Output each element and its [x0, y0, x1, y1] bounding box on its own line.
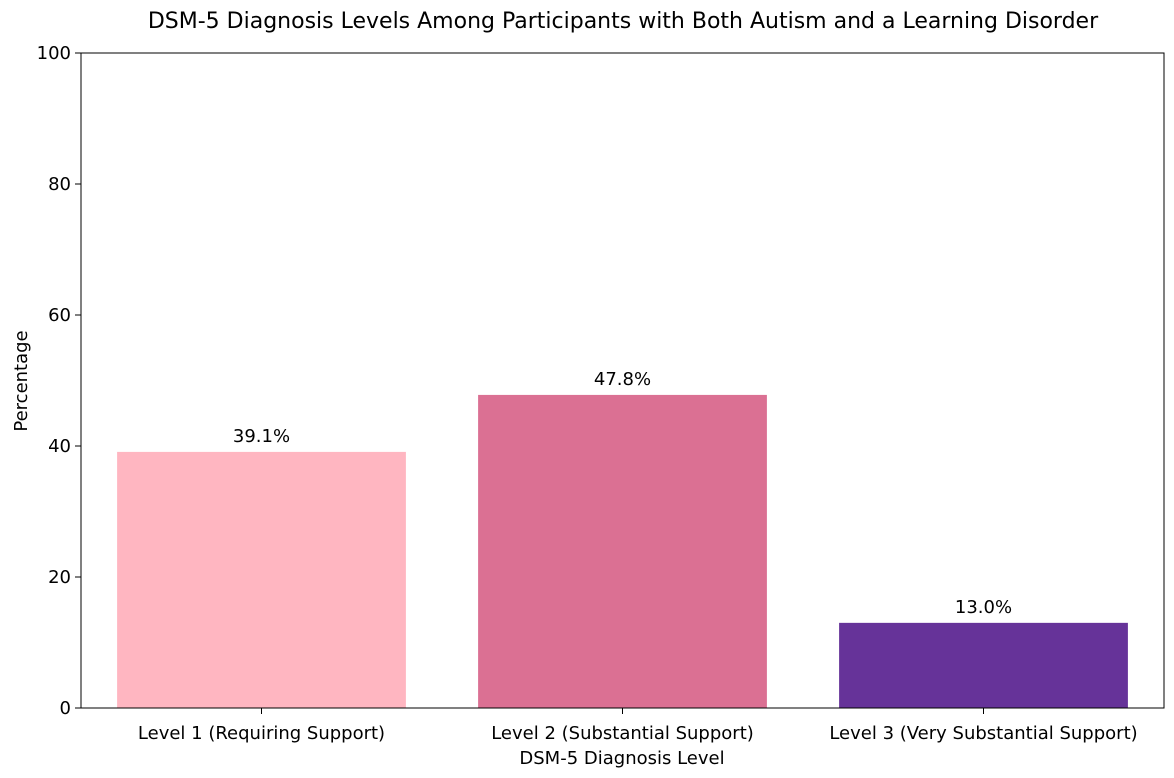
bar-1	[117, 451, 406, 708]
y-tick-label-1: 0	[60, 698, 71, 719]
y-tick-label-6: 100	[37, 43, 71, 64]
y-tick-label-5: 80	[48, 174, 71, 195]
chart-title: DSM-5 Diagnosis Levels Among Participant…	[148, 9, 1099, 34]
y-axis-title: Percentage	[11, 330, 32, 431]
x-axis-title: DSM-5 Diagnosis Level	[519, 748, 724, 769]
y-tick-label-3: 40	[48, 436, 71, 457]
axes-frame	[80, 52, 1165, 709]
y-tick-label-2: 20	[48, 567, 71, 588]
y-tick-label-4: 60	[48, 305, 71, 326]
x-tick-label-2: Level 2 (Substantial Support)	[491, 723, 754, 744]
x-tick-label-1: Level 1 (Requiring Support)	[138, 723, 385, 744]
plot-area: 39.1% Level 1 (Requiring Support) 47.8% Lev…	[37, 43, 1165, 744]
data-label-1: 39.1%	[233, 426, 290, 447]
bar-3	[839, 622, 1128, 708]
bar-2	[478, 394, 767, 708]
x-tick-label-3: Level 3 (Very Substantial Support)	[829, 723, 1137, 744]
data-label-2: 47.8%	[594, 369, 651, 390]
data-label-3: 13.0%	[955, 597, 1012, 618]
